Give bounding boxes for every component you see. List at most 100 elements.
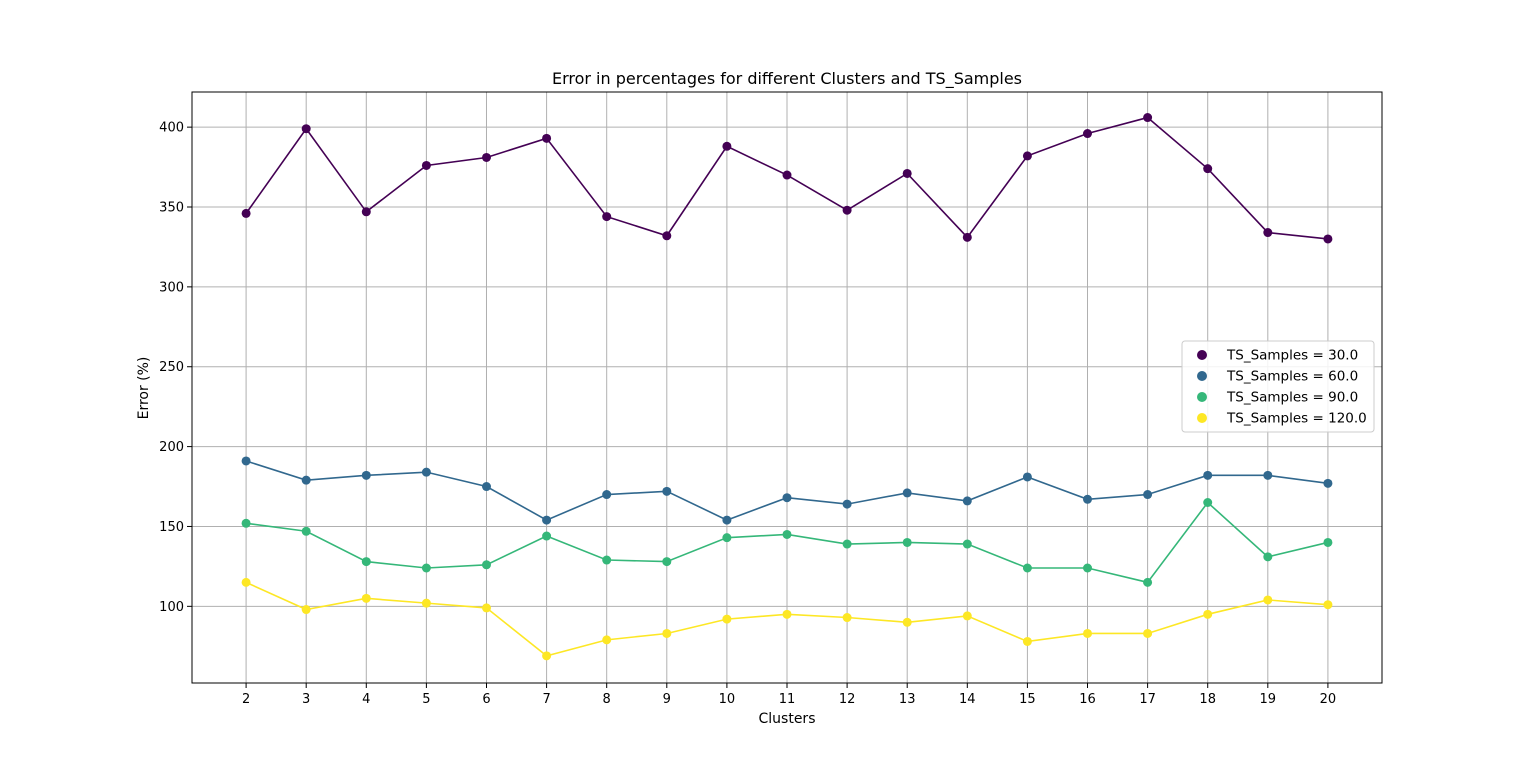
series-2 — [241, 498, 1333, 587]
data-point — [361, 470, 371, 480]
x-tick-label: 2 — [242, 692, 250, 707]
data-point — [782, 609, 792, 619]
data-point — [1143, 113, 1153, 123]
x-tick-label: 4 — [362, 692, 370, 707]
x-tick-label: 6 — [482, 692, 490, 707]
data-point — [902, 617, 912, 627]
data-point — [962, 496, 972, 506]
data-point — [1083, 494, 1093, 504]
y-axis-label: Error (%) — [136, 357, 152, 420]
data-point — [542, 531, 552, 541]
y-tick-label: 100 — [159, 600, 184, 615]
y-tick-label: 200 — [159, 440, 184, 455]
data-point — [1022, 563, 1032, 573]
data-point — [902, 168, 912, 178]
data-point — [421, 563, 431, 573]
data-point — [1143, 628, 1153, 638]
data-point — [722, 141, 732, 151]
data-point — [361, 593, 371, 603]
data-point — [421, 467, 431, 477]
series-3 — [241, 577, 1333, 661]
data-point — [1323, 600, 1333, 610]
series-0 — [241, 113, 1333, 244]
data-point — [962, 539, 972, 549]
data-point — [241, 518, 251, 528]
data-point — [1083, 129, 1093, 139]
data-point — [1263, 228, 1273, 238]
data-point — [241, 208, 251, 218]
x-tick-label: 18 — [1199, 692, 1216, 707]
data-point — [1203, 470, 1213, 480]
y-tick-label: 250 — [159, 360, 184, 375]
data-point — [1263, 595, 1273, 605]
data-point — [902, 488, 912, 498]
data-point — [481, 560, 491, 570]
x-tick-label: 20 — [1320, 692, 1337, 707]
data-point — [1323, 478, 1333, 488]
x-tick-label: 19 — [1260, 692, 1277, 707]
data-point — [361, 207, 371, 217]
legend: TS_Samples = 30.0 TS_Samples = 60.0 TS_Sam… — [1181, 340, 1375, 433]
data-point — [602, 635, 612, 645]
data-point — [1083, 628, 1093, 638]
data-point — [1143, 490, 1153, 500]
data-point — [842, 499, 852, 509]
data-point — [1203, 609, 1213, 619]
y-tick-label: 350 — [159, 201, 184, 216]
data-point — [1323, 537, 1333, 547]
x-axis-label: Clusters — [759, 711, 816, 727]
data-point — [842, 205, 852, 215]
data-point — [722, 533, 732, 543]
data-point — [241, 577, 251, 587]
data-point — [1022, 151, 1032, 161]
data-point — [421, 598, 431, 608]
x-tick-label: 11 — [779, 692, 796, 707]
series-1 — [241, 456, 1333, 525]
data-point — [1203, 498, 1213, 508]
data-point — [782, 493, 792, 503]
data-point — [602, 490, 612, 500]
data-point — [542, 651, 552, 661]
y-axis-ticks: 100 150 200 250 300 350 400 — [159, 121, 192, 615]
y-tick-label: 400 — [159, 121, 184, 136]
x-tick-label: 16 — [1079, 692, 1096, 707]
data-point — [662, 628, 672, 638]
x-tick-label: 7 — [542, 692, 550, 707]
data-point — [722, 515, 732, 525]
x-axis-ticks: 2 3 4 5 6 7 8 9 10 11 12 13 14 15 16 17 18 19 20 — [242, 683, 1336, 707]
data-point — [602, 212, 612, 222]
data-point — [241, 456, 251, 466]
data-point — [1143, 577, 1153, 587]
data-point — [1263, 470, 1273, 480]
data-point — [1022, 636, 1032, 646]
x-tick-label: 5 — [422, 692, 430, 707]
data-point — [421, 160, 431, 170]
data-point — [782, 529, 792, 539]
data-point — [361, 557, 371, 567]
x-tick-label: 13 — [899, 692, 916, 707]
data-point — [662, 557, 672, 567]
x-tick-label: 10 — [719, 692, 736, 707]
x-tick-label: 14 — [959, 692, 976, 707]
x-tick-label: 15 — [1019, 692, 1036, 707]
x-tick-label: 17 — [1139, 692, 1156, 707]
legend-label: TS_Samples = 30.0 — [1226, 348, 1358, 364]
data-point — [1203, 164, 1213, 174]
data-point — [481, 482, 491, 492]
x-tick-label: 9 — [663, 692, 671, 707]
data-point — [301, 124, 311, 134]
data-point — [842, 613, 852, 623]
data-point — [962, 232, 972, 242]
data-point — [481, 152, 491, 162]
legend-box — [1181, 340, 1375, 433]
legend-marker — [1197, 371, 1207, 381]
data-point — [301, 526, 311, 536]
data-point — [782, 170, 792, 180]
data-point — [1022, 472, 1032, 482]
data-point — [722, 614, 732, 624]
legend-label: TS_Samples = 60.0 — [1226, 369, 1358, 385]
data-point — [1083, 563, 1093, 573]
data-point — [1323, 234, 1333, 244]
data-point — [542, 515, 552, 525]
data-point — [481, 603, 491, 613]
